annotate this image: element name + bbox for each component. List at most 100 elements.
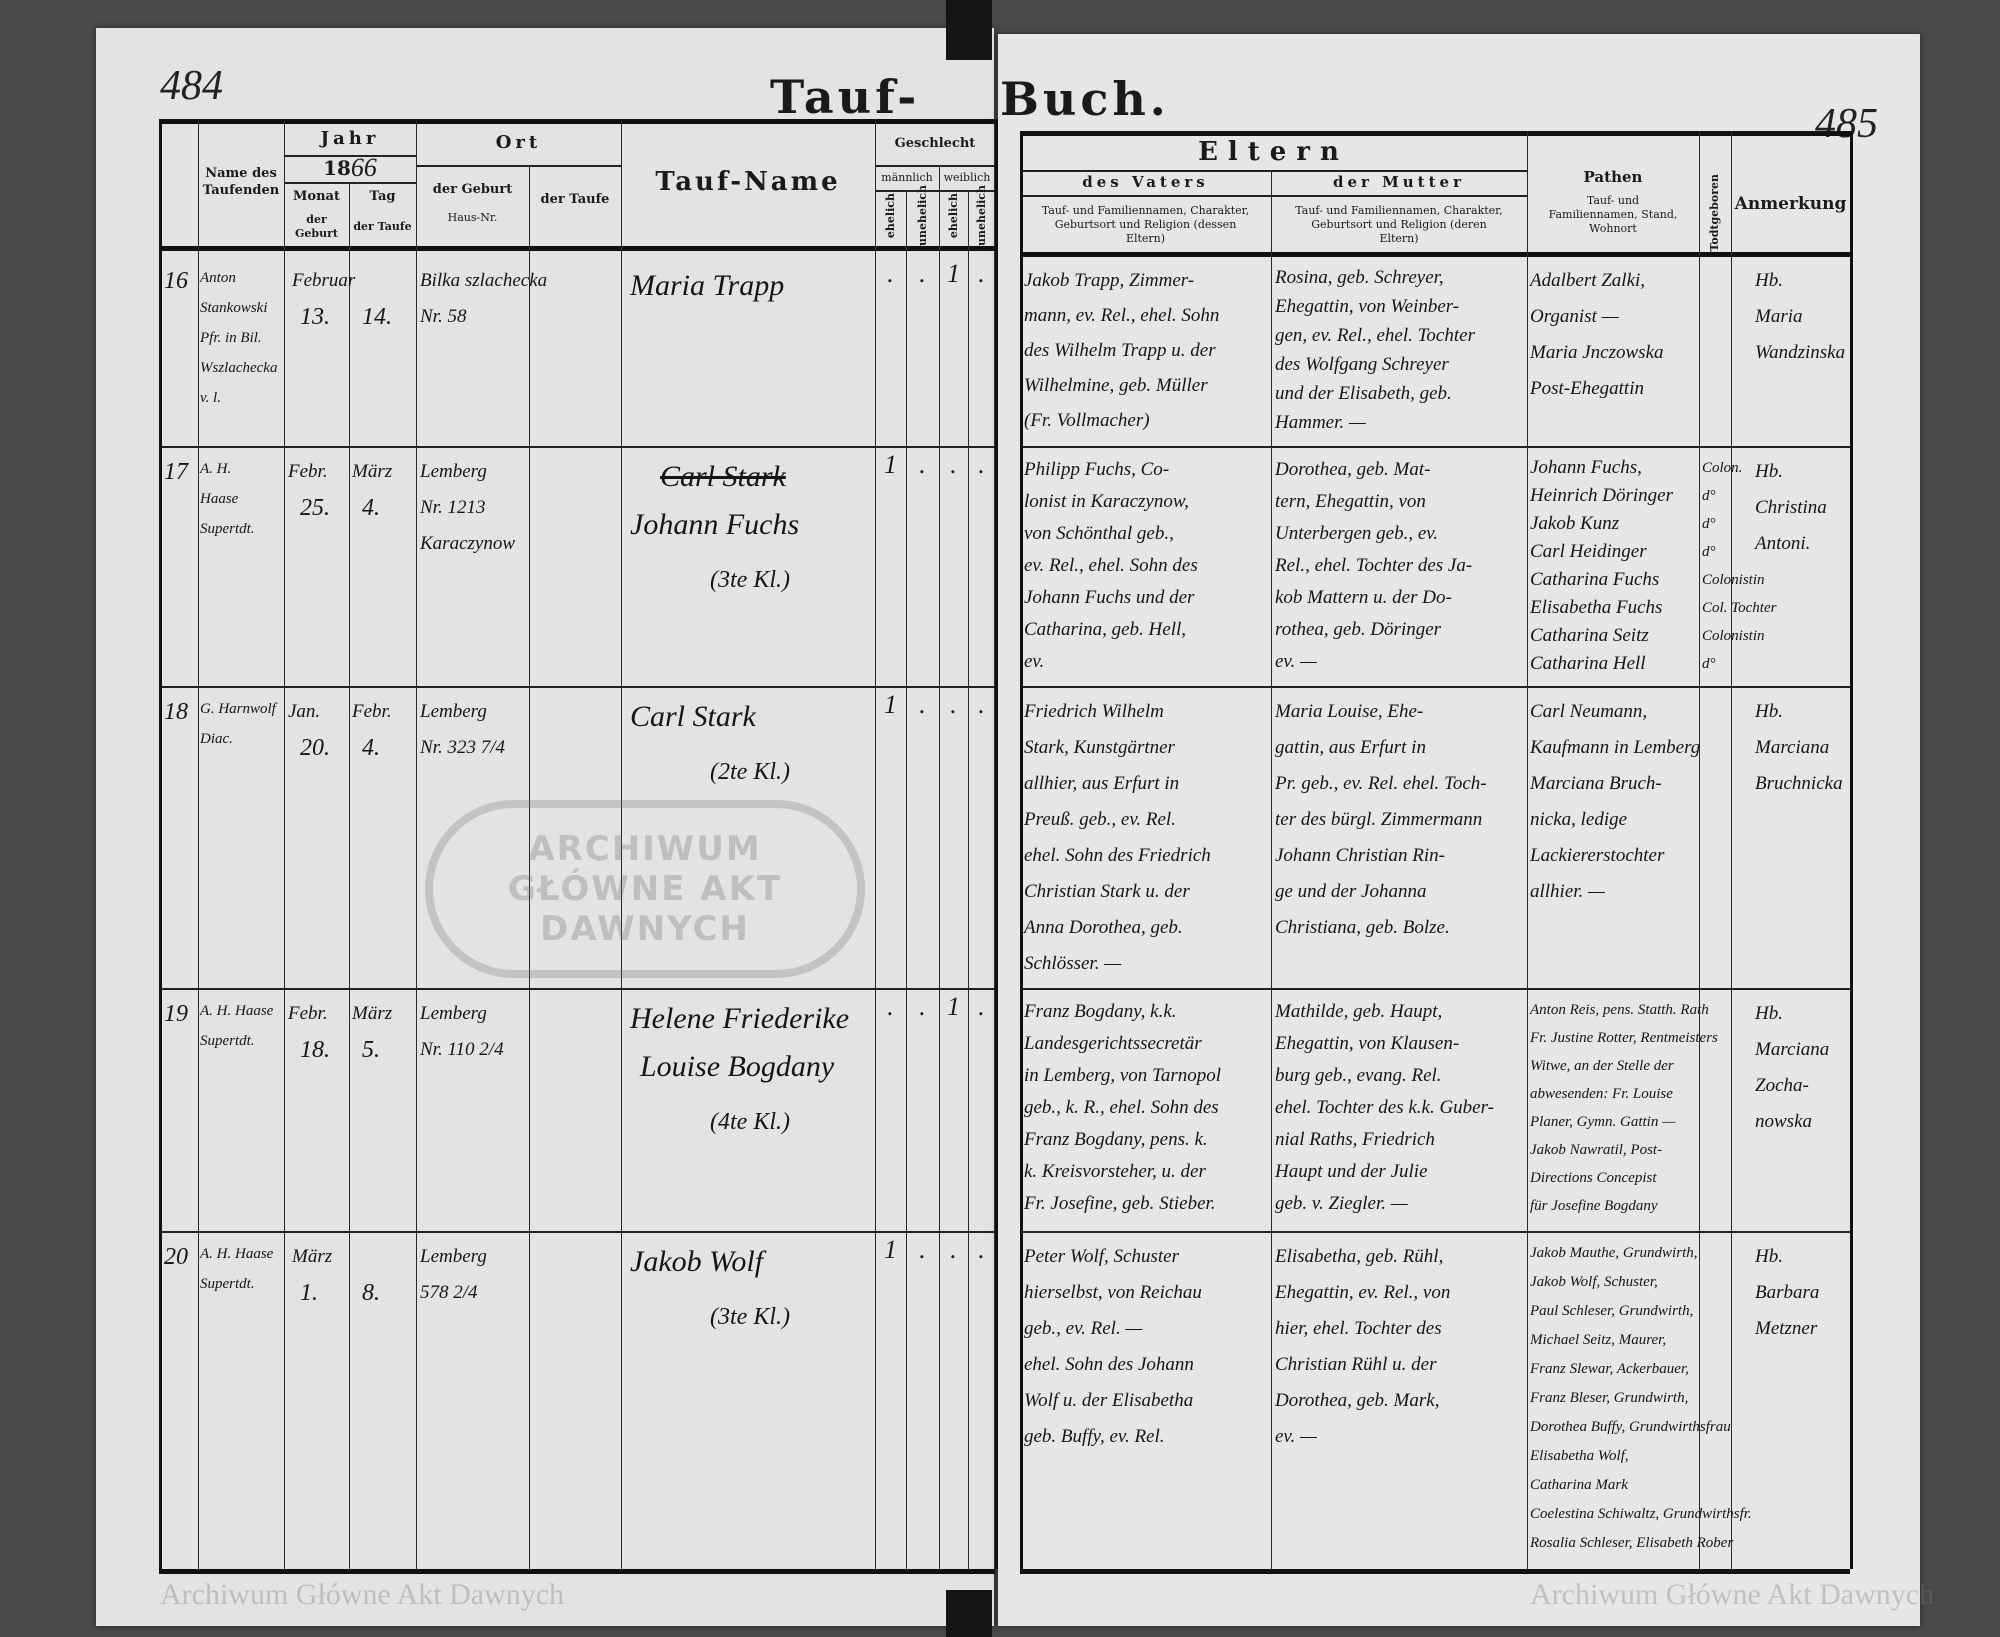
mother-line: rothea, geb. Döringer	[1275, 619, 1442, 640]
father-line: Wolf u. der Elisabetha	[1024, 1390, 1194, 1411]
column-line	[529, 165, 530, 1569]
gender-female-illegitimate: .	[978, 259, 985, 288]
table-top-border-left	[159, 119, 995, 124]
header-jahr: Jahr	[320, 127, 380, 149]
header-pathen-desc: Tauf- und Familiennamen, Stand, Wohnort	[1548, 194, 1678, 235]
birth-place-line: Nr. 110 2/4	[420, 1039, 504, 1060]
father-line: Preuß. geb., ev. Rel.	[1024, 809, 1176, 830]
godparent-status: Colonistin	[1702, 628, 1765, 644]
right-page	[998, 34, 1920, 1626]
header-name-des-taufenden: Name des Taufenden	[202, 166, 280, 198]
godparent-line: Witwe, an der Stelle der	[1530, 1058, 1674, 1074]
gender-female-legitimate: .	[950, 450, 957, 479]
officiant-line: A. H.	[200, 461, 232, 477]
father-line: k. Kreisvorsteher, u. der	[1024, 1161, 1206, 1182]
header-subline	[875, 190, 995, 192]
father-line: Landesgerichtssecretär	[1024, 1033, 1202, 1054]
birth-day: 13.	[300, 304, 330, 330]
book-title-left: Tauf-	[770, 70, 921, 124]
officiant-line: Supertdt.	[200, 1033, 255, 1049]
birth-place-line: Lemberg	[420, 1246, 487, 1267]
watermark-right: Archiwum Główne Akt Dawnych	[1530, 1578, 1935, 1611]
header-geschlecht: Geschlecht	[894, 135, 976, 151]
gender-male-legitimate: 1	[884, 450, 897, 479]
godparent-line: Planer, Gymn. Gattin —	[1530, 1114, 1676, 1130]
page-number-left: 484	[160, 63, 223, 109]
entry-number: 18	[164, 699, 188, 725]
mother-line: ev. —	[1275, 651, 1317, 672]
birth-place-line: Bilka szlachecka	[420, 270, 548, 291]
birth-place-line: Lemberg	[420, 701, 487, 722]
godparent-line: Jakob Mauthe, Grundwirth,	[1530, 1245, 1698, 1261]
mother-line: hier, ehel. Tochter des	[1275, 1318, 1442, 1339]
left-page	[96, 28, 994, 1626]
mother-line: Maria Louise, Ehe-	[1275, 701, 1424, 722]
father-line: Fr. Josefine, geb. Stieber.	[1024, 1193, 1216, 1214]
gender-male-illegitimate: .	[919, 690, 926, 719]
godparent-status: Col. Tochter	[1702, 600, 1777, 616]
column-line	[1850, 131, 1853, 1569]
mother-line: Dorothea, geb. Mat-	[1275, 459, 1431, 480]
column-line	[621, 119, 622, 1569]
gender-female-legitimate: 1	[947, 992, 960, 1021]
baptism-name: Maria Trapp	[630, 269, 785, 302]
birth-month: Febr.	[288, 461, 328, 482]
remark-line: Hb.	[1755, 1246, 1783, 1267]
mother-line: Pr. geb., ev. Rel. ehel. Toch-	[1275, 773, 1487, 794]
page-number-right: 485	[1815, 101, 1878, 147]
baptism-name: Carl Stark	[630, 700, 756, 733]
father-line: Friedrich Wilhelm	[1024, 701, 1164, 722]
row-divider-right	[1020, 446, 1850, 448]
officiant-line: Supertdt.	[200, 521, 255, 537]
header-m-unehelich: unehelich	[915, 185, 929, 247]
father-line: von Schönthal geb.,	[1024, 523, 1174, 544]
gender-male-legitimate: .	[887, 259, 894, 288]
father-line: ev. Rel., ehel. Sohn des	[1024, 555, 1198, 576]
column-line	[198, 119, 199, 1569]
godparent-line: nicka, ledige	[1530, 809, 1628, 830]
godparent-status: Colonistin	[1702, 572, 1765, 588]
father-line: Catharina, geb. Hell,	[1024, 619, 1187, 640]
gender-female-legitimate: .	[950, 1235, 957, 1264]
mother-line: Rosina, geb. Schreyer,	[1275, 267, 1444, 288]
entry-number: 19	[164, 1001, 188, 1027]
birth-place-line: Nr. 58	[420, 306, 467, 327]
baptism-day: 4.	[362, 495, 380, 521]
mother-line: Christian Rühl u. der	[1275, 1354, 1437, 1375]
header-monat: Monat	[293, 188, 340, 204]
godparent-line: Catharina Seitz	[1530, 625, 1649, 646]
father-line: ev.	[1024, 651, 1045, 672]
godparent-line: allhier. —	[1530, 881, 1605, 902]
godparent-line: Fr. Justine Rotter, Rentmeisters	[1530, 1030, 1718, 1046]
godparent-line: Catharina Fuchs	[1530, 569, 1660, 590]
mother-line: ge und der Johanna	[1275, 881, 1427, 902]
mother-line: Johann Christian Rin-	[1275, 845, 1445, 866]
godparent-line: Rosalia Schleser, Elisabeth Rober	[1530, 1535, 1734, 1551]
mother-line: gen, ev. Rel., ehel. Tochter	[1275, 325, 1475, 346]
gender-female-illegitimate: .	[978, 1235, 985, 1264]
row-divider-left	[159, 1231, 995, 1233]
remark-line: Hb.	[1755, 461, 1783, 482]
father-line: geb. Buffy, ev. Rel.	[1024, 1426, 1165, 1447]
officiant-line: Haase	[200, 491, 239, 507]
father-line: Stark, Kunstgärtner	[1024, 737, 1175, 758]
entry-number: 17	[164, 459, 188, 485]
header-vater-desc: Tauf- und Familiennamen, Charakter, Gebu…	[1041, 204, 1250, 245]
row-divider-right	[1020, 686, 1850, 688]
birth-day: 25.	[300, 495, 330, 521]
mother-line: ter des bürgl. Zimmermann	[1275, 809, 1483, 830]
birth-place-line: Lemberg	[420, 1003, 487, 1024]
godparent-line: Franz Bleser, Grundwirth,	[1530, 1390, 1689, 1406]
baptism-class: (4te Kl.)	[710, 1109, 790, 1135]
header-year: 18 66	[284, 153, 416, 182]
remark-line: Wandzinska	[1755, 342, 1846, 363]
mother-line: Mathilde, geb. Haupt,	[1275, 1001, 1443, 1022]
header-w-unehelich: unehelich	[974, 185, 988, 247]
column-line	[416, 119, 417, 1569]
header-tag: Tag	[369, 188, 396, 204]
header-subline	[416, 165, 621, 167]
father-line: Franz Bogdany, k.k.	[1024, 1001, 1177, 1022]
mother-line: nial Raths, Friedrich	[1275, 1129, 1435, 1150]
father-line: hierselbst, von Reichau	[1024, 1282, 1202, 1303]
header-subline	[875, 165, 995, 167]
